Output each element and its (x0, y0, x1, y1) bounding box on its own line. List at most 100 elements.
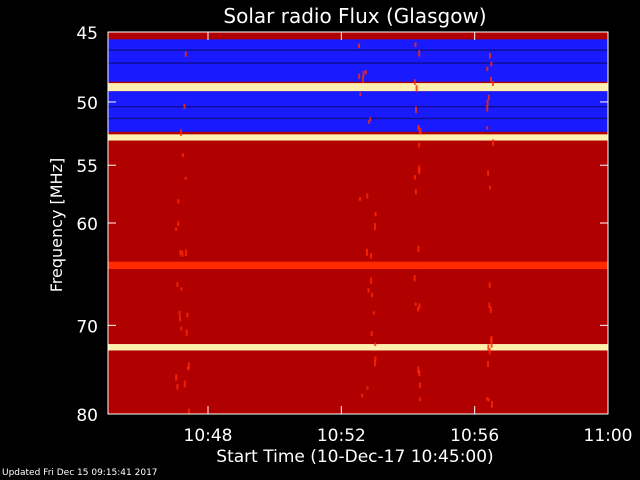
burst-mark (417, 124, 420, 131)
burst-mark (489, 306, 492, 313)
burst-mark (418, 165, 421, 173)
burst-mark (488, 348, 491, 355)
burst-mark (175, 374, 178, 381)
burst-mark (486, 126, 489, 130)
burst-mark (178, 310, 181, 315)
burst-mark (419, 128, 422, 135)
y-tick-label: 45 (76, 24, 98, 44)
band-high (108, 261, 608, 269)
burst-mark (414, 188, 417, 195)
burst-mark (185, 329, 188, 337)
burst-mark (488, 302, 491, 308)
burst-mark (418, 397, 421, 402)
burst-mark (488, 53, 491, 59)
burst-mark (490, 61, 493, 67)
burst-mark (413, 79, 416, 85)
band-very-high (108, 134, 608, 141)
burst-mark (374, 356, 377, 362)
burst-mark (487, 170, 490, 176)
burst-mark (366, 193, 369, 199)
burst-mark (176, 383, 179, 390)
burst-mark (366, 248, 369, 256)
burst-mark (414, 42, 417, 48)
band-medium (108, 140, 608, 414)
burst-mark (364, 69, 367, 75)
burst-mark (374, 342, 377, 347)
plot-area (107, 31, 609, 415)
burst-mark (184, 249, 187, 257)
burst-mark (179, 249, 182, 256)
burst-mark (417, 306, 420, 312)
burst-mark (490, 342, 493, 348)
burst-mark (186, 312, 189, 318)
burst-mark (418, 262, 421, 266)
burst-mark (417, 366, 420, 373)
burst-mark (487, 397, 490, 402)
burst-mark (488, 282, 491, 288)
burst-mark (374, 211, 377, 217)
burst-mark (418, 303, 421, 309)
burst-mark (413, 275, 416, 282)
burst-mark (370, 331, 373, 336)
burst-mark (359, 92, 362, 97)
x-tick-label: 10:48 (184, 426, 233, 446)
burst-mark (183, 380, 186, 388)
burst-mark (186, 366, 189, 371)
y-axis-ticks: 45 50 55 60 70 80 (76, 24, 608, 426)
burst-mark (414, 106, 417, 114)
burst-mark (486, 397, 489, 401)
x-tick-label: 10:52 (317, 426, 366, 446)
burst-mark (414, 175, 417, 180)
burst-mark (176, 282, 179, 288)
burst-mark (180, 326, 183, 331)
burst-mark (487, 344, 490, 351)
band-low (108, 91, 608, 132)
burst-mark (489, 76, 492, 82)
x-tick-label: 10:56 (450, 426, 499, 446)
burst-mark (372, 311, 375, 315)
burst-mark (490, 336, 493, 343)
burst-mark (177, 199, 180, 204)
burst-mark (487, 94, 490, 100)
burst-mark (180, 287, 183, 291)
burst-mark (418, 382, 421, 389)
burst-mark (487, 361, 490, 368)
burst-mark (492, 139, 495, 146)
chart-title: Solar radio Flux (Glasgow) (223, 4, 486, 28)
updated-timestamp: Updated Fri Dec 15 09:15:41 2017 (2, 468, 158, 478)
burst-mark (417, 245, 420, 252)
burst-mark (489, 185, 492, 190)
burst-mark (418, 142, 421, 148)
burst-mark (367, 288, 370, 293)
burst-mark (183, 103, 186, 109)
burst-mark (490, 401, 493, 408)
burst-mark (486, 99, 489, 107)
burst-mark (486, 66, 489, 72)
burst-mark (370, 253, 373, 259)
burst-mark (366, 386, 369, 390)
burst-mark (361, 393, 364, 398)
burst-mark (187, 362, 190, 370)
y-axis-label: Frequency [MHz] (47, 158, 66, 292)
burst-mark (486, 105, 489, 112)
burst-mark (358, 73, 361, 79)
burst-mark (362, 71, 365, 77)
burst-mark (373, 223, 376, 231)
burst-mark (179, 315, 182, 322)
band-medium (108, 32, 608, 40)
burst-mark (175, 227, 178, 231)
burst-mark (368, 120, 371, 124)
burst-mark (491, 80, 494, 86)
y-tick-label: 55 (76, 157, 98, 177)
burst-mark (361, 75, 364, 83)
burst-mark (418, 370, 421, 377)
y-tick-label: 50 (76, 94, 98, 114)
burst-mark (370, 277, 373, 284)
burst-mark (184, 51, 187, 57)
x-axis-ticks: 10:48 10:52 10:56 11:00 (184, 32, 633, 446)
band-very-high (108, 344, 608, 351)
dark-streak (108, 62, 608, 64)
burst-mark (187, 408, 190, 415)
dark-streak (108, 49, 608, 51)
